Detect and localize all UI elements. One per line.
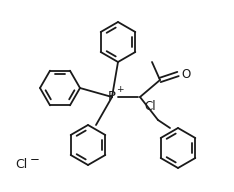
Text: Cl: Cl [144,100,156,113]
Text: +: + [116,84,124,94]
Text: −: − [30,153,40,166]
Text: P: P [108,90,116,103]
Text: O: O [181,68,190,80]
Text: Cl: Cl [15,159,27,171]
